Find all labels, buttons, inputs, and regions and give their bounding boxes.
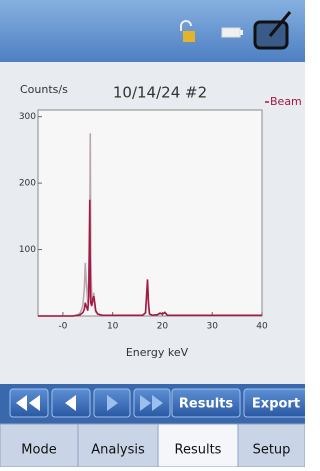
tab-label: Analysis: [91, 443, 145, 458]
chart-title: 10/14/24 #2: [113, 84, 207, 102]
button-label: Results: [179, 397, 233, 412]
next-button[interactable]: [94, 389, 130, 417]
battery-icon: [222, 28, 243, 37]
prev-button[interactable]: [52, 389, 90, 417]
tab-label: Mode: [21, 443, 56, 458]
results-button[interactable]: Results: [172, 389, 240, 417]
button-label: Export: [252, 397, 300, 412]
x-tick-label: 20: [157, 322, 169, 332]
forward-button[interactable]: [134, 389, 170, 417]
screen: Counts/s 10/14/24 #2 Energy keV 100 200 30…: [0, 0, 305, 467]
y-tick-label: 200: [19, 179, 36, 189]
tab-label: Setup: [253, 443, 291, 458]
tab[interactable]: Setup: [238, 424, 305, 467]
x-tick-label: 40: [256, 322, 268, 332]
y-tick-label: 300: [19, 112, 36, 122]
x-axis-label: Energy keV: [126, 346, 189, 359]
tab[interactable]: Results: [158, 424, 238, 467]
export-button[interactable]: Export: [244, 389, 305, 417]
x-tick-label: -0: [58, 322, 67, 332]
legend-label: Beam: [270, 95, 302, 108]
plot-area: [38, 110, 262, 316]
x-tick-label: 10: [107, 322, 119, 332]
tab[interactable]: Mode: [0, 424, 78, 467]
x-tick-label: 30: [206, 322, 218, 332]
y-tick-label: 100: [19, 245, 36, 255]
rewind-button[interactable]: [10, 389, 48, 417]
y-axis-label: Counts/s: [20, 83, 68, 96]
tab[interactable]: Analysis: [78, 424, 158, 467]
tab-label: Results: [175, 443, 222, 458]
